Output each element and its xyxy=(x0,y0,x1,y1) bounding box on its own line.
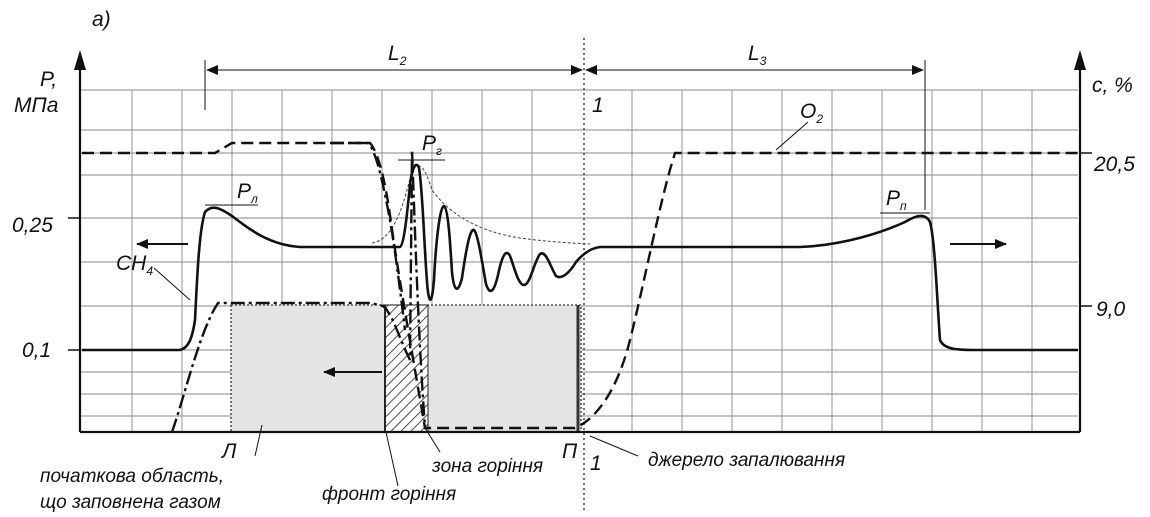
o2-leader xyxy=(775,121,809,151)
right-boundary-label: П xyxy=(562,440,578,463)
pp-label: Pп xyxy=(886,187,907,213)
right-axis-arrow xyxy=(1074,50,1086,70)
l3-label: L3 xyxy=(748,42,767,68)
right-tick-label: 20,5 xyxy=(1093,153,1135,176)
l2-label: L2 xyxy=(388,42,407,68)
section-mark-top: 1 xyxy=(592,94,604,117)
region-annotation-line1: початкова область, xyxy=(40,466,224,487)
ch4-curve xyxy=(170,149,427,433)
left-boundary-label: Л xyxy=(220,440,237,463)
flame-front-annotation: фронт горіння xyxy=(322,484,456,505)
left-axis-unit: МПа xyxy=(14,94,58,117)
pg-label: Pг xyxy=(422,132,442,158)
left-tick-label: 0,1 xyxy=(22,339,51,362)
right-tick-label: 9,0 xyxy=(1096,298,1126,321)
section-mark-bottom: 1 xyxy=(590,452,602,475)
o2-label: O2 xyxy=(800,100,823,126)
ch4-curve-upper xyxy=(330,141,407,331)
pressure-curve xyxy=(82,163,1078,352)
burning-zone-annotation: зона горіння xyxy=(431,456,543,477)
left-axis-arrow xyxy=(74,50,86,70)
ignition-source-annotation: джерело запалювання xyxy=(648,450,845,471)
ignition-leader xyxy=(589,435,639,457)
flame-front-leader xyxy=(385,431,399,487)
region-annotation-line2: що заповнена газом xyxy=(40,492,221,513)
burning-zone-leader xyxy=(424,427,441,453)
right-axis-label: c, % xyxy=(1092,74,1133,97)
ch4-label: CH4 xyxy=(116,252,153,278)
ch4-leader xyxy=(153,267,191,301)
panel-label: а) xyxy=(92,8,111,31)
region-leader xyxy=(254,424,263,457)
pl-label: Pл xyxy=(237,180,258,206)
left-tick-label: 0,25 xyxy=(12,214,53,237)
left-axis-symbol: P, xyxy=(40,68,57,91)
